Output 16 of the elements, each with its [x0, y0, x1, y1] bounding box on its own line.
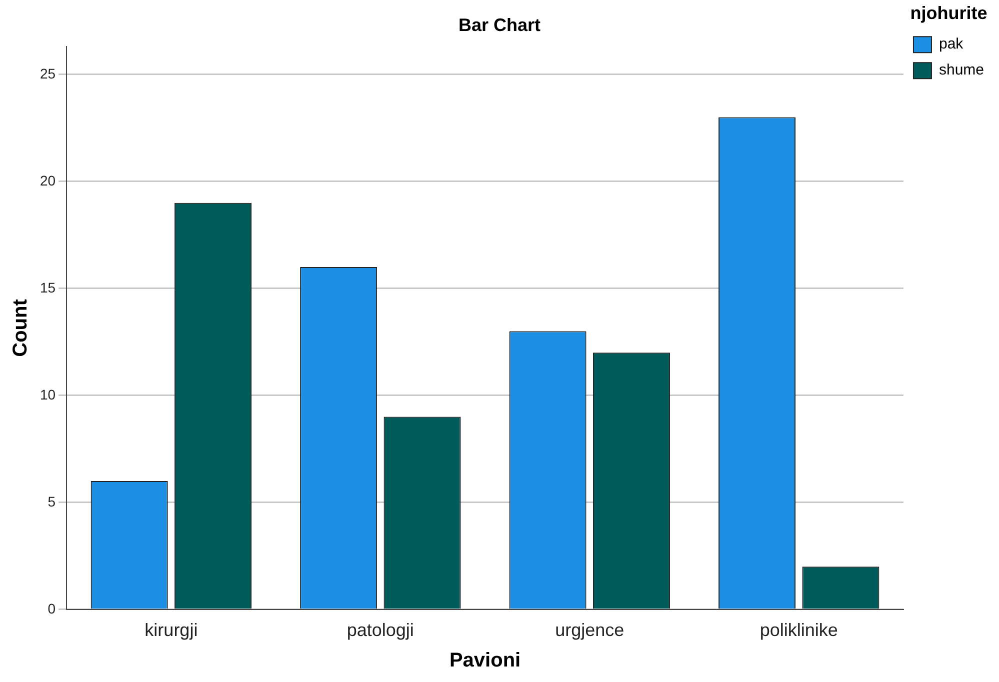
x-axis-title: Pavioni — [449, 650, 521, 672]
y-tick-label: 0 — [48, 600, 56, 616]
y-tick-label: 25 — [40, 65, 56, 82]
y-axis-title: Count — [10, 298, 32, 357]
y-tick-label: 20 — [40, 172, 56, 188]
x-tick-label: urgjence — [555, 620, 624, 640]
legend-title: njohurite — [910, 2, 988, 23]
x-tick-label: poliklinike — [760, 620, 838, 640]
y-tick-label: 5 — [48, 493, 56, 510]
x-tick-label: kirurgji — [144, 620, 198, 640]
x-tick-label: patologji — [346, 620, 414, 640]
legend-label: shume — [938, 62, 984, 79]
y-tick-label: 10 — [40, 386, 56, 402]
legend-label: pak — [938, 36, 964, 53]
y-tick-label: 15 — [40, 279, 56, 296]
chart-title: Bar Chart — [458, 14, 541, 35]
